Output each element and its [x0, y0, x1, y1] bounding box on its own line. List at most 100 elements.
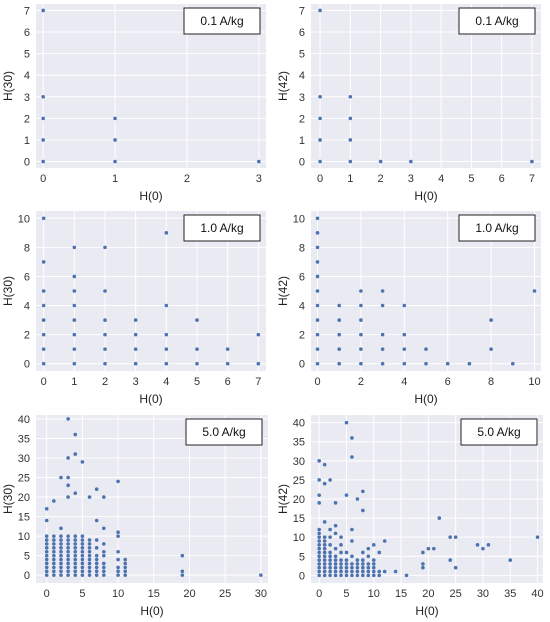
data-point — [317, 535, 321, 539]
data-point — [66, 565, 70, 570]
data-point — [486, 543, 491, 547]
y-tick-label: 15 — [18, 512, 30, 524]
data-point — [315, 274, 320, 279]
legend-box — [185, 418, 263, 446]
data-point — [371, 562, 376, 566]
data-point — [371, 573, 376, 578]
data-point — [87, 542, 92, 546]
data-point — [73, 491, 78, 495]
data-point — [453, 565, 458, 570]
data-point — [103, 361, 107, 366]
data-point — [339, 569, 343, 574]
data-point — [377, 550, 382, 555]
data-point — [41, 216, 46, 221]
x-tick-label: 25 — [450, 588, 462, 600]
data-point — [350, 436, 354, 440]
data-point — [437, 516, 442, 520]
data-point — [322, 550, 327, 555]
x-tick-label: 30 — [477, 588, 489, 600]
legend-box — [460, 418, 538, 446]
data-point — [366, 546, 371, 551]
x-tick-label: 15 — [395, 588, 407, 600]
data-point — [180, 553, 185, 558]
data-point — [377, 569, 382, 574]
data-point — [359, 289, 363, 293]
data-point — [59, 475, 63, 480]
y-tick-label: 10 — [293, 213, 305, 225]
y-tick-label: 3 — [299, 92, 305, 104]
data-point — [73, 569, 78, 574]
data-point — [44, 506, 49, 511]
data-point — [94, 518, 99, 523]
y-axis-label: H(30) — [1, 484, 15, 514]
legend-label: 5.0 A/kg — [477, 425, 520, 439]
data-point — [355, 573, 360, 578]
data-point — [59, 553, 63, 558]
scatter-plot: 0 5 10 15 20 25 30 0 5 10 15 20 25 30 35 40 H(0) H(30) 5.0… — [1, 414, 268, 618]
y-tick-label: 4 — [299, 301, 305, 313]
data-point — [94, 565, 99, 570]
data-point — [315, 361, 320, 366]
data-point — [344, 550, 349, 555]
x-tick-label: 3 — [408, 173, 414, 185]
x-tick-label: 0 — [316, 588, 322, 600]
y-tick-label: 4 — [299, 70, 305, 82]
data-point — [41, 138, 45, 142]
data-point — [317, 501, 321, 505]
data-point — [318, 159, 322, 164]
x-tick-label: 5 — [194, 376, 200, 388]
data-point — [41, 332, 46, 337]
data-point — [355, 497, 360, 501]
data-point — [256, 332, 261, 337]
y-tick-label: 1 — [24, 135, 30, 147]
data-point — [361, 569, 365, 574]
data-point — [328, 535, 332, 539]
data-point — [328, 569, 332, 574]
data-point — [333, 501, 338, 505]
data-point — [350, 569, 354, 574]
data-point — [366, 573, 371, 578]
data-point — [380, 289, 385, 293]
data-point — [87, 553, 92, 558]
x-tick-label: 20 — [422, 588, 434, 600]
x-axis-label: H(0) — [139, 189, 162, 203]
data-point — [328, 550, 332, 555]
data-point — [371, 543, 376, 547]
legend-box — [458, 7, 536, 35]
data-point — [359, 361, 363, 366]
data-point — [382, 569, 387, 574]
data-point — [339, 562, 343, 566]
chart-panel: 0 2 4 6 8 10 0 2 4 6 8 10 H(0) H(42) 1.0 A/kg — [275, 207, 550, 407]
data-point — [380, 347, 385, 351]
data-point — [103, 347, 107, 351]
data-point — [315, 260, 320, 264]
data-point — [322, 520, 327, 524]
data-point — [72, 245, 77, 250]
data-point — [317, 527, 321, 532]
data-point — [103, 245, 107, 250]
data-point — [66, 475, 70, 480]
data-point — [315, 347, 320, 351]
data-point — [402, 347, 407, 351]
data-point — [337, 347, 342, 351]
data-point — [315, 303, 320, 308]
y-tick-label: 4 — [24, 70, 30, 82]
data-point — [361, 550, 365, 555]
data-point — [44, 549, 49, 554]
data-point — [448, 535, 452, 539]
data-point — [102, 549, 106, 554]
data-point — [322, 535, 327, 539]
data-point — [80, 534, 85, 538]
data-point — [80, 569, 85, 574]
y-tick-label: 25 — [293, 475, 305, 487]
data-point — [317, 565, 321, 570]
data-point — [164, 361, 169, 366]
legend-label: 5.0 A/kg — [202, 425, 245, 439]
data-point — [393, 569, 398, 574]
data-point — [322, 539, 327, 543]
data-point — [350, 565, 354, 570]
data-point — [361, 565, 365, 570]
data-point — [44, 557, 49, 562]
data-point — [361, 558, 365, 562]
chart-panel: 0 5 10 15 20 25 30 0 5 10 15 20 25 30 35 40 H(0) H(30) 5.0… — [0, 407, 275, 622]
